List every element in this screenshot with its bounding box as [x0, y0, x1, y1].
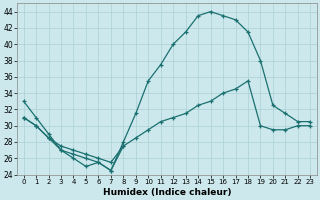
X-axis label: Humidex (Indice chaleur): Humidex (Indice chaleur): [103, 188, 231, 197]
